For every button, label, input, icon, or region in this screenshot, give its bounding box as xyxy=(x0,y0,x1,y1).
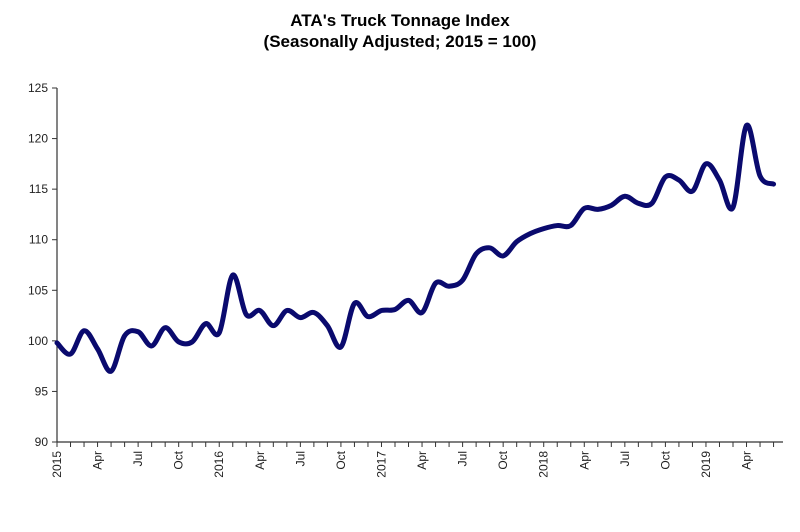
x-tick-label: Apr xyxy=(740,451,754,470)
x-tick-label: Apr xyxy=(253,451,267,470)
x-tick-label: Oct xyxy=(334,450,348,469)
x-tick-label: 2019 xyxy=(699,451,713,478)
x-tick-label: 2017 xyxy=(374,451,388,478)
y-tick-label: 95 xyxy=(35,384,49,398)
x-tick-label: Jul xyxy=(293,451,307,466)
chart-subtitle: (Seasonally Adjusted; 2015 = 100) xyxy=(263,32,537,51)
y-tick-label: 105 xyxy=(28,283,48,297)
x-tick-label: Jul xyxy=(131,451,145,466)
chart-title: ATA's Truck Tonnage Index xyxy=(290,11,510,30)
x-tick-label: Apr xyxy=(577,451,591,470)
x-tick-label: Apr xyxy=(415,451,429,470)
x-tick-label: Oct xyxy=(172,450,186,469)
y-tick-label: 115 xyxy=(29,182,48,196)
series-line xyxy=(54,122,777,374)
x-tick-label: Oct xyxy=(496,450,510,469)
y-tick-label: 110 xyxy=(29,233,48,247)
x-tick-label: 2016 xyxy=(212,451,226,478)
x-tick-label: 2018 xyxy=(537,451,551,478)
x-tick-label: 2015 xyxy=(50,451,64,478)
y-tick-label: 100 xyxy=(28,334,48,348)
y-tick-label: 90 xyxy=(35,435,49,449)
x-tick-label: Apr xyxy=(91,451,105,470)
y-tick-label: 125 xyxy=(28,81,48,95)
x-tick-label: Oct xyxy=(658,450,672,469)
x-tick-label: Jul xyxy=(456,451,470,466)
x-tick-label: Jul xyxy=(618,451,632,466)
y-tick-label: 120 xyxy=(28,132,48,146)
